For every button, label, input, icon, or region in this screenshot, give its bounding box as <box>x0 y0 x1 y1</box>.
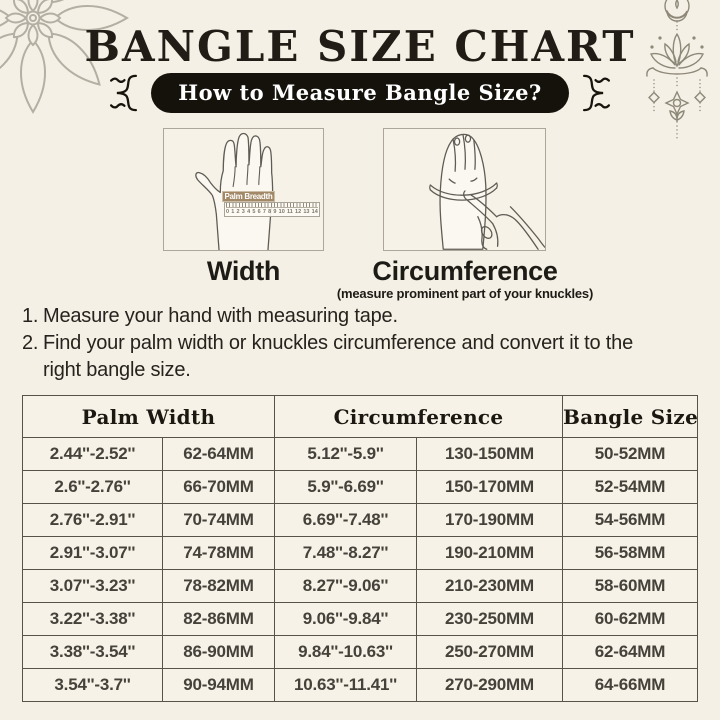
table-row: 2.91''-3.07'' 74-78MM 7.48''-8.27'' 190-210… <box>22 536 698 570</box>
ruler-number: 7 <box>262 209 266 215</box>
table-cell: 5.9''-6.69'' <box>274 470 417 504</box>
table-cell: 3.38''-3.54'' <box>22 635 163 669</box>
table-row: 2.44''-2.52'' 62-64MM 5.12''-5.9'' 130-150M… <box>22 437 698 471</box>
table-cell: 6.69''-7.48'' <box>274 503 417 537</box>
ruler-number: 3 <box>241 209 245 215</box>
table-cell: 3.07''-3.23'' <box>22 569 163 603</box>
column-header-circumference: Circumference <box>274 395 563 438</box>
table-cell: 90-94MM <box>162 668 275 702</box>
table-cell: 64-66MM <box>562 668 698 702</box>
hand-circumference-illustration <box>429 133 545 250</box>
table-cell: 56-58MM <box>562 536 698 570</box>
table-cell: 9.84''-10.63'' <box>274 635 417 669</box>
table-cell: 2.76''-2.91'' <box>22 503 163 537</box>
table-cell: 130-150MM <box>416 437 563 471</box>
ruler-number: 4 <box>247 209 251 215</box>
ruler-number: 2 <box>236 209 240 215</box>
ruler-ticks <box>226 203 318 208</box>
hand-palm-width-illustration <box>195 132 274 250</box>
how-to-measure-badge: How to Measure Bangle Size? <box>151 73 569 113</box>
circumference-caption: Circumference <box>372 256 558 286</box>
table-cell: 210-230MM <box>416 569 563 603</box>
ruler-number: 8 <box>268 209 272 215</box>
table-cell: 60-62MM <box>562 602 698 636</box>
ruler-number: 5 <box>252 209 256 215</box>
table-row: 3.38''-3.54'' 86-90MM 9.84''-10.63'' 250-27… <box>22 635 698 669</box>
instruction-number: 1. <box>22 305 39 327</box>
ruler-number: 14 <box>311 209 318 215</box>
table-row: 3.22''-3.38'' 82-86MM 9.06''-9.84'' 230-250… <box>22 602 698 636</box>
table-cell: 250-270MM <box>416 635 563 669</box>
table-cell: 54-56MM <box>562 503 698 537</box>
table-cell: 10.63''-11.41'' <box>274 668 417 702</box>
ruler: 0 1 2 3 4 5 6 7 8 9 10 11 12 13 14 <box>224 202 320 217</box>
column-header-bangle-size: Bangle Size <box>562 395 698 438</box>
table-cell: 270-290MM <box>416 668 563 702</box>
table-cell: 190-210MM <box>416 536 563 570</box>
width-illustration-box: Palm Breadth 0 1 2 3 4 5 6 7 8 9 10 11 12 13 14 <box>163 128 324 251</box>
instruction-item: 1. Measure your hand with measuring tape… <box>22 303 663 330</box>
table-cell: 2.44''-2.52'' <box>22 437 163 471</box>
flourish-left-icon <box>110 74 138 112</box>
table-cell: 82-86MM <box>162 602 275 636</box>
page-title: BANGLE SIZE CHART <box>84 22 636 71</box>
table-cell: 170-190MM <box>416 503 563 537</box>
ruler-number: 9 <box>273 209 277 215</box>
column-header-palm-width: Palm Width <box>22 395 275 438</box>
table-cell: 150-170MM <box>416 470 563 504</box>
ruler-number: 11 <box>286 209 293 215</box>
table-row: 3.07''-3.23'' 78-82MM 8.27''-9.06'' 210-230… <box>22 569 698 603</box>
table-cell: 52-54MM <box>562 470 698 504</box>
instruction-text: Find your palm width or knuckles circumf… <box>43 332 634 381</box>
ruler-number: 6 <box>257 209 261 215</box>
table-cell: 78-82MM <box>162 569 275 603</box>
table-cell: 86-90MM <box>162 635 275 669</box>
table-row: 3.54''-3.7'' 90-94MM 10.63''-11.41'' 270-29… <box>22 668 698 702</box>
ruler-number: 1 <box>231 209 235 215</box>
table-cell: 74-78MM <box>162 536 275 570</box>
table-cell: 9.06''-9.84'' <box>274 602 417 636</box>
table-header-row: Palm Width Circumference Bangle Size <box>22 395 698 438</box>
table-cell: 70-74MM <box>162 503 275 537</box>
flourish-right-icon <box>582 74 610 112</box>
ruler-numbers: 0 1 2 3 4 5 6 7 8 9 10 11 12 13 14 <box>225 208 319 216</box>
table-cell: 62-64MM <box>162 437 275 471</box>
ruler-number: 10 <box>278 209 285 215</box>
table-cell: 50-52MM <box>562 437 698 471</box>
badge-row: How to Measure Bangle Size? <box>0 73 720 113</box>
instruction-text: Measure your hand with measuring tape. <box>43 305 398 327</box>
table-cell: 8.27''-9.06'' <box>274 569 417 603</box>
table-cell: 2.6''-2.76'' <box>22 470 163 504</box>
table-cell: 3.22''-3.38'' <box>22 602 163 636</box>
size-table: Palm Width Circumference Bangle Size 2.4… <box>22 395 698 702</box>
table-cell: 7.48''-8.27'' <box>274 536 417 570</box>
table-cell: 3.54''-3.7'' <box>22 668 163 702</box>
circumference-illustration-box <box>383 128 546 251</box>
instruction-number: 2. <box>22 332 39 354</box>
palm-breadth-band: Palm Breadth <box>222 191 275 202</box>
ruler-number: 12 <box>295 209 302 215</box>
table-cell: 5.12''-5.9'' <box>274 437 417 471</box>
table-cell: 2.91''-3.07'' <box>22 536 163 570</box>
circumference-note: (measure prominent part of your knuckles… <box>336 286 594 301</box>
instructions-list: 1. Measure your hand with measuring tape… <box>22 303 663 384</box>
table-cell: 62-64MM <box>562 635 698 669</box>
table-cell: 66-70MM <box>162 470 275 504</box>
table-row: 2.76''-2.91'' 70-74MM 6.69''-7.48'' 170-190… <box>22 503 698 537</box>
table-cell: 58-60MM <box>562 569 698 603</box>
size-table-body: 2.44''-2.52'' 62-64MM 5.12''-5.9'' 130-150M… <box>22 437 698 702</box>
ruler-number: 13 <box>303 209 310 215</box>
instruction-item: 2. Find your palm width or knuckles circ… <box>22 330 663 384</box>
table-cell: 230-250MM <box>416 602 563 636</box>
circumference-caption-group: Circumference (measure prominent part of… <box>333 256 597 301</box>
width-caption: Width <box>206 256 281 286</box>
ruler-number: 0 <box>226 209 230 215</box>
table-row: 2.6''-2.76'' 66-70MM 5.9''-6.69'' 150-170MM… <box>22 470 698 504</box>
